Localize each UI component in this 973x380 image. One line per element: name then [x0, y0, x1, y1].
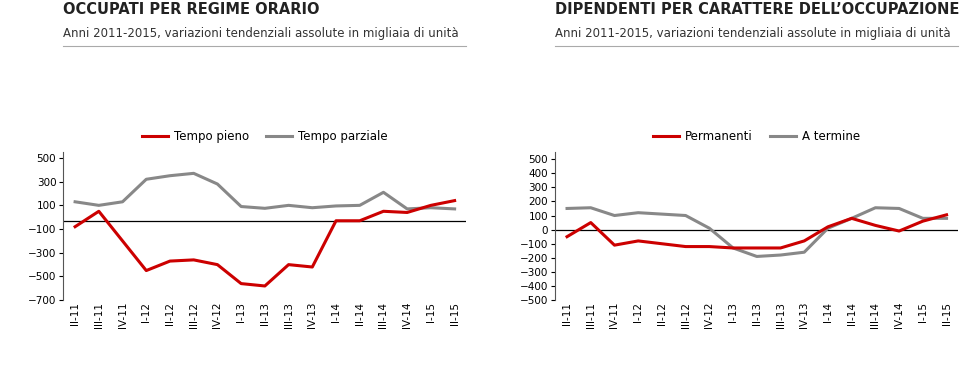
Text: OCCUPATI PER REGIME ORARIO: OCCUPATI PER REGIME ORARIO [63, 2, 320, 17]
Text: Anni 2011-2015, variazioni tendenziali assolute in migliaia di unità: Anni 2011-2015, variazioni tendenziali a… [556, 27, 951, 40]
Legend: Permanenti, A termine: Permanenti, A termine [653, 130, 860, 143]
Legend: Tempo pieno, Tempo parziale: Tempo pieno, Tempo parziale [142, 130, 388, 143]
Text: Anni 2011-2015, variazioni tendenziali assolute in migliaia di unità: Anni 2011-2015, variazioni tendenziali a… [63, 27, 459, 40]
Text: DIPENDENTI PER CARATTERE DELL’OCCUPAZIONE: DIPENDENTI PER CARATTERE DELL’OCCUPAZION… [556, 2, 959, 17]
